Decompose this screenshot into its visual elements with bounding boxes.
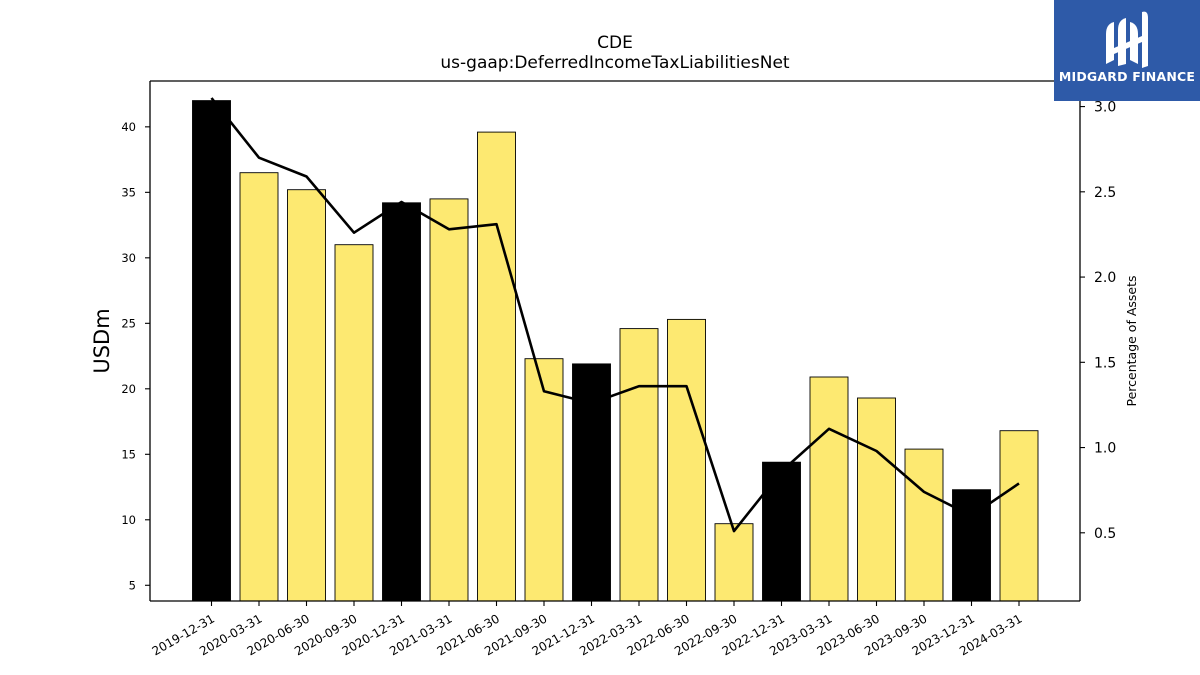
y-left-tick-label: 10 xyxy=(121,513,136,527)
bar-2022-03-31 xyxy=(619,328,659,602)
chart-title: CDE xyxy=(597,33,633,53)
bar-2021-03-31 xyxy=(429,198,469,602)
midgard-logo-icon xyxy=(1106,11,1148,68)
y-axis-left-label: USDm xyxy=(90,308,114,373)
y-right-tick-label: 0.5 xyxy=(1094,526,1116,542)
bar-2020-12-31 xyxy=(382,202,421,602)
bar-2021-09-30 xyxy=(524,358,564,602)
bar-2019-12-31 xyxy=(192,100,231,602)
y-left-tick-label: 35 xyxy=(121,185,136,199)
y-left-tick-label: 25 xyxy=(121,316,136,330)
y-axis-left-ticks: 5 10 15 20 25 30 35 40 xyxy=(121,120,150,592)
percentage-line-series xyxy=(210,97,1020,533)
y-right-tick-label: 2.5 xyxy=(1094,185,1116,201)
bar-2024-03-31 xyxy=(999,430,1039,602)
y-left-tick-label: 40 xyxy=(121,120,136,134)
y-right-tick-label: 1.0 xyxy=(1094,441,1116,457)
y-left-tick-label: 30 xyxy=(121,251,136,265)
bar-2022-12-31 xyxy=(762,461,801,602)
bar-2022-09-30 xyxy=(714,523,754,602)
x-axis-ticks: 2019-12-312020-03-312020-06-302020-09-30… xyxy=(150,601,1025,658)
percentage-line xyxy=(210,97,1020,533)
logo-text: MIDGARD FINANCE xyxy=(1058,69,1196,84)
bar-2023-03-31 xyxy=(809,376,849,602)
y-right-tick-label: 2.0 xyxy=(1094,270,1116,286)
y-axis-right-ticks: 0.5 1.0 1.5 2.0 2.5 3.0 xyxy=(1080,100,1116,542)
bar-2023-09-30 xyxy=(904,448,944,602)
chart-subtitle: us-gaap:DeferredIncomeTaxLiabilitiesNet xyxy=(440,53,790,73)
bar-2020-09-30 xyxy=(334,244,374,602)
y-left-tick-label: 5 xyxy=(129,578,136,592)
y-right-tick-label: 3.0 xyxy=(1094,100,1116,116)
y-right-tick-label: 1.5 xyxy=(1094,355,1116,371)
bar-series xyxy=(192,100,1039,602)
y-left-tick-label: 20 xyxy=(121,382,136,396)
bar-2020-06-30 xyxy=(287,189,326,602)
y-left-tick-label: 15 xyxy=(121,447,136,461)
bar-2022-06-30 xyxy=(667,318,706,602)
y-axis-right-label: Percentage of Assets xyxy=(1124,276,1139,407)
midgard-finance-logo: MIDGARD FINANCE xyxy=(1054,0,1200,101)
bar-2020-03-31 xyxy=(239,172,279,602)
plot-frame xyxy=(149,80,1081,602)
bar-2023-06-30 xyxy=(857,397,896,602)
bar-2021-06-30 xyxy=(477,131,516,602)
